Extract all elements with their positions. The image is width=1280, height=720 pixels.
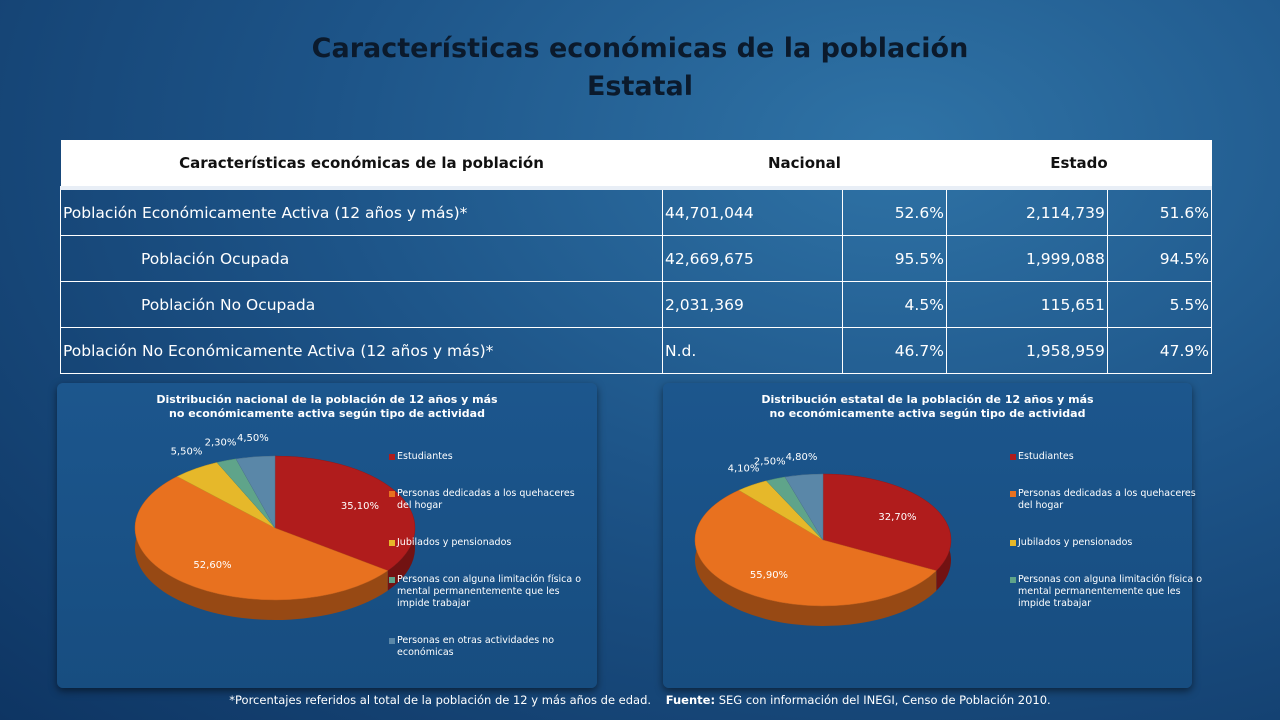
data-label: 35,10% <box>341 501 379 512</box>
legend-swatch <box>389 577 395 583</box>
row: Población No Ocupada 2,031,369 4.5% 115,651… <box>60 281 1213 328</box>
legend-label: Jubilados y pensionados <box>1018 537 1133 548</box>
chart-panel: Distribución nacional de la población de… <box>57 383 597 688</box>
header-cell: Características económicas de la poblaci… <box>60 140 663 190</box>
data-label: 32,70% <box>878 512 916 523</box>
pie-slice <box>235 455 276 529</box>
data-label: 4,10% <box>728 463 760 474</box>
legend-entry: Estudiantes <box>389 451 587 463</box>
source-label: Fuente: <box>665 693 716 707</box>
chart-title: Distribución nacional de la población de… <box>156 393 498 420</box>
footnote: *Porcentajes referidos al total de la po… <box>0 693 1280 707</box>
pie-slice <box>694 489 937 607</box>
cell: Población Ocupada <box>60 235 663 282</box>
title-line: Características económicas de la poblaci… <box>311 33 969 64</box>
cell: N.d. <box>662 327 843 374</box>
pie-slice <box>822 473 952 571</box>
data-label: 5,50% <box>171 446 203 457</box>
legend-entry: Jubilados y pensionados <box>1010 537 1208 549</box>
pie-slice <box>274 455 416 571</box>
data-label: 52,60% <box>193 560 231 571</box>
cell: 46.7% <box>841 327 947 374</box>
legend-label: Estudiantes <box>1018 451 1074 462</box>
row: Población Económicamente Activa (12 años… <box>60 187 1213 236</box>
legend-label: Personas dedicadas a los quehaceres del … <box>1018 488 1196 511</box>
cell: 5.5% <box>1106 281 1213 328</box>
legend-swatch <box>1010 454 1016 460</box>
cell: 2,031,369 <box>662 281 843 328</box>
header-row: Características económicas de la poblaci… <box>60 140 1212 190</box>
legend-swatch <box>389 454 395 460</box>
legend-entry: Personas dedicadas a los quehaceres del … <box>1010 488 1208 512</box>
cell: 2,114,739 <box>945 187 1108 236</box>
legend-label: Personas con alguna limitación física o … <box>1018 574 1203 609</box>
legend-swatch <box>1010 577 1016 583</box>
cell: 47.9% <box>1106 327 1213 374</box>
cell: Población No Ocupada <box>60 281 663 328</box>
title: Características económicas de la poblaci… <box>0 30 1280 106</box>
pie-chart: 35,10% 52,60% 5,50%2,30% 4,50% <box>134 433 416 620</box>
table: Características económicas de la poblaci… <box>60 140 1213 374</box>
row: Población No Económicamente Activa (12 a… <box>60 327 1213 374</box>
cell: 94.5% <box>1106 235 1213 282</box>
subtitle: Estatal <box>586 71 694 102</box>
legend-entry: Estudiantes <box>1010 451 1208 463</box>
legend-swatch <box>389 491 395 497</box>
data-label: 2,30% <box>205 437 237 448</box>
data-label: 55,90% <box>750 570 788 581</box>
legend-entry: Personas dedicadas a los quehaceres del … <box>389 488 587 512</box>
pie-slice <box>134 476 389 601</box>
cell: 52.6% <box>841 187 947 236</box>
cell: Población Económicamente Activa (12 años… <box>60 187 663 236</box>
legend-label: Personas en otras actividades no económi… <box>397 635 555 658</box>
legend-label: Jubilados y pensionados <box>397 537 512 548</box>
cell: 115,651 <box>945 281 1108 328</box>
legend-label: Personas con alguna limitación física o … <box>397 574 582 609</box>
chart-panel: Distribución estatal de la población de … <box>663 383 1202 688</box>
data-label: 4,80% <box>786 452 818 463</box>
cell: Población No Económicamente Activa (12 a… <box>60 327 663 374</box>
header-cell: Estado <box>946 140 1212 190</box>
legend-label: Estudiantes <box>397 451 453 462</box>
cell: 4.5% <box>841 281 947 328</box>
legend-label: Personas dedicadas a los quehaceres del … <box>397 488 575 511</box>
source: SEG con información del INEGI, Censo de … <box>718 693 1051 707</box>
legend-swatch <box>389 638 395 644</box>
note: *Porcentajes referidos al total de la po… <box>229 693 652 707</box>
legend-entry: Personas en otras actividades no económi… <box>389 635 587 659</box>
cell: 44,701,044 <box>662 187 843 236</box>
cell: 51.6% <box>1106 187 1213 236</box>
legend-entry: Personas con alguna limitación física o … <box>1010 574 1208 610</box>
header-cell: Nacional <box>662 140 947 190</box>
pie-chart: 32,70% 55,90% 4,10%2,50% 4,80% <box>694 452 952 626</box>
cell: 1,999,088 <box>945 235 1108 282</box>
legend-swatch <box>389 540 395 546</box>
legend-entry: Personas con alguna limitación física o … <box>389 574 587 610</box>
legend-swatch <box>1010 540 1016 546</box>
data-label: 4,50% <box>237 433 269 444</box>
cell: 1,958,959 <box>945 327 1108 374</box>
cell: 95.5% <box>841 235 947 282</box>
cell: 42,669,675 <box>662 235 843 282</box>
chart-title: Distribución estatal de la población de … <box>761 393 1094 420</box>
pie-slice <box>784 473 824 541</box>
row: Población Ocupada 42,669,675 95.5% 1,999,08… <box>60 235 1213 282</box>
data-label: 2,50% <box>754 456 786 467</box>
legend-entry: Jubilados y pensionados <box>389 537 587 549</box>
legend-swatch <box>1010 491 1016 497</box>
